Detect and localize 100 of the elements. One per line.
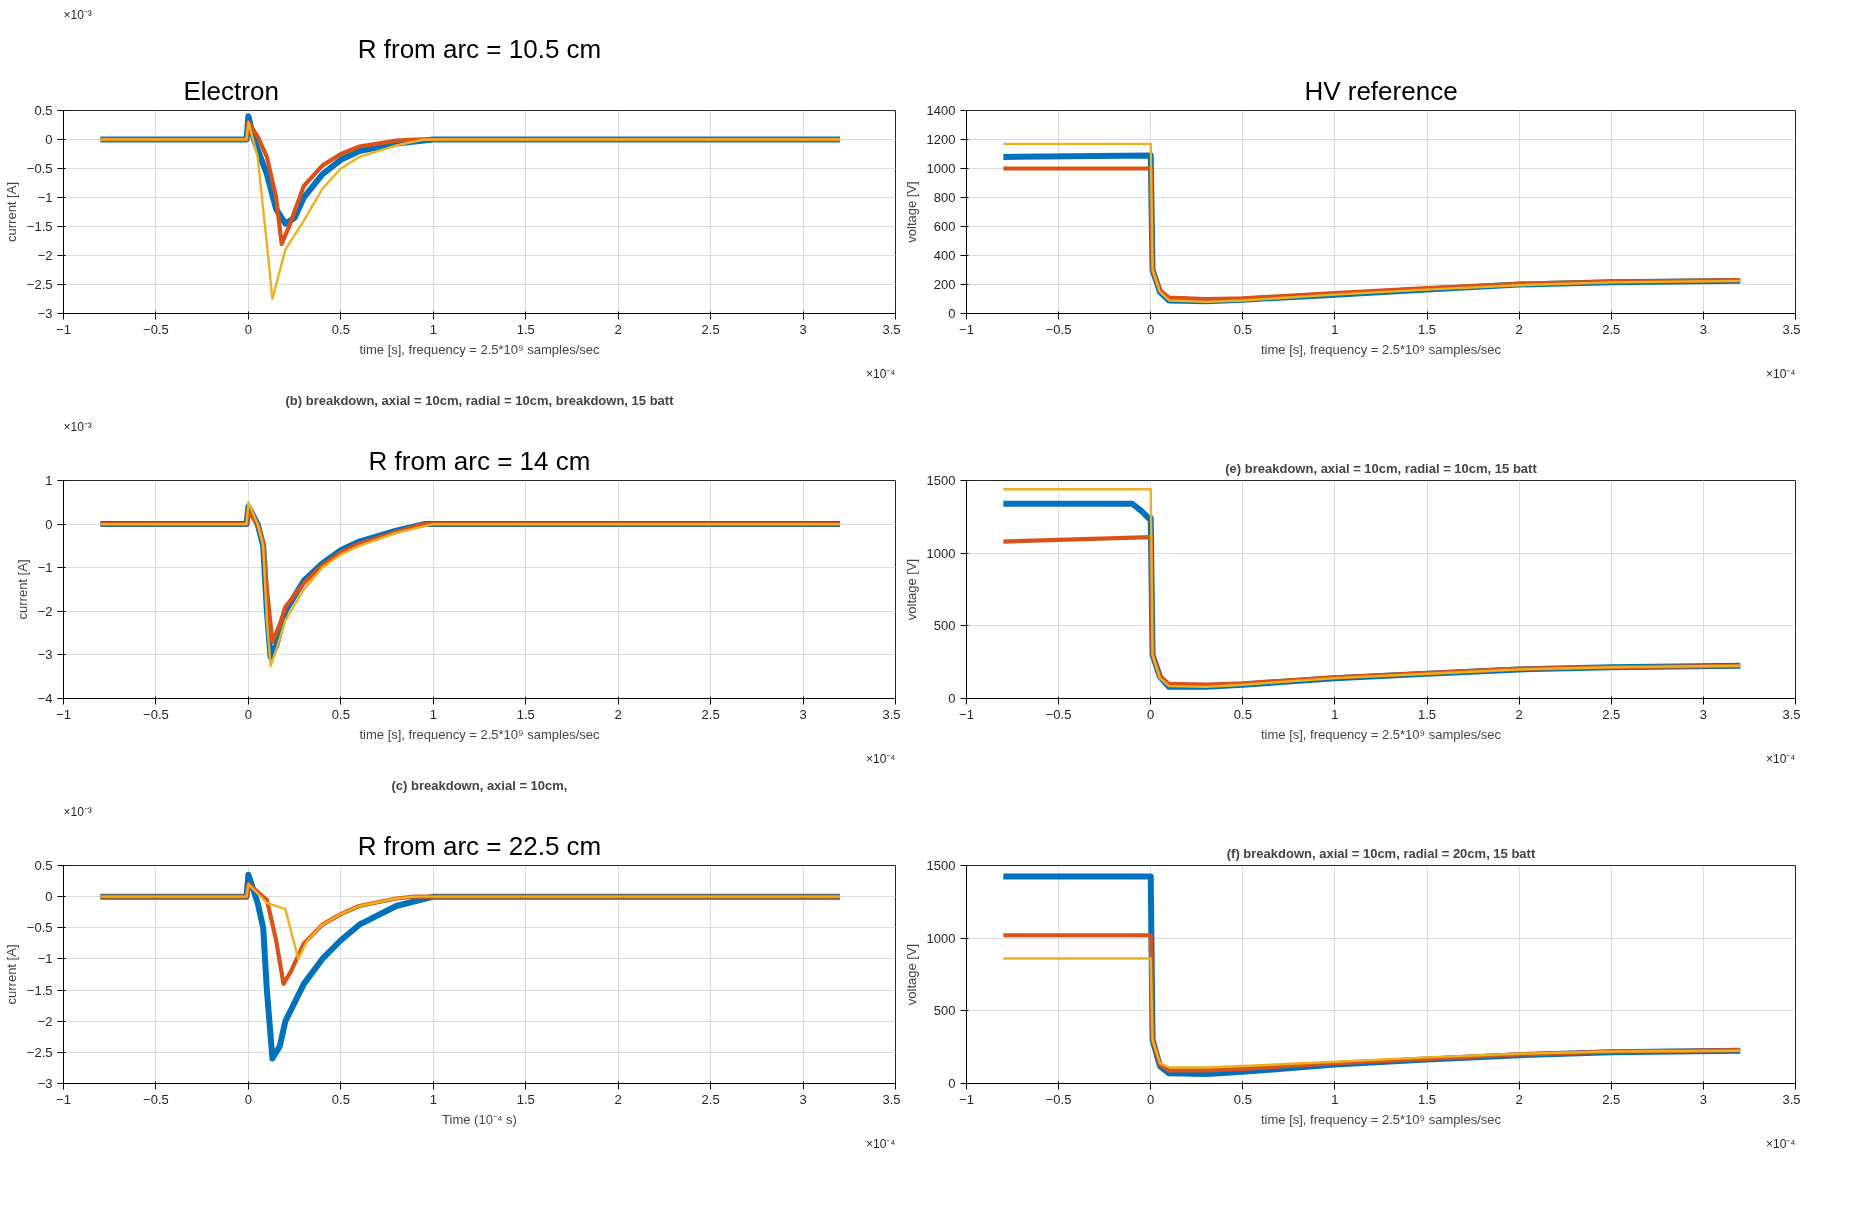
y-tick-label: −1: [37, 951, 53, 967]
x-tick-label: 3.5: [1782, 706, 1801, 722]
x-tick-label: 3.5: [882, 1091, 901, 1107]
x-axis-title: time [s], frequency = 2.5*10⁹ samples/sec: [1260, 726, 1502, 742]
y-axis-title: voltage [V]: [903, 181, 919, 243]
x-tick-label: 1: [429, 1091, 437, 1107]
y-tick-label: 500: [933, 1003, 956, 1019]
y-tick-label: 800: [933, 190, 956, 205]
y-tick-label: 1200: [926, 132, 956, 147]
text: ×10⁻⁴: [865, 751, 896, 766]
x-tick-label: −0.5: [1045, 706, 1072, 722]
x-tick-label: 0: [244, 706, 253, 722]
x-tick-label: 2.5: [701, 706, 720, 722]
y-tick-label: 1000: [926, 545, 956, 561]
y-tick-label: 200: [933, 277, 956, 292]
x-tick-label: 2.5: [701, 321, 720, 337]
text: R from arc = 22.5 cm: [357, 830, 602, 861]
x-tick-label: 3: [1699, 321, 1708, 337]
x-tick-label: −1: [56, 1091, 71, 1107]
x-tick-label: 1: [429, 706, 437, 722]
x-tick-label: 3: [799, 1091, 807, 1107]
x-tick-label: 3.5: [1782, 1091, 1801, 1107]
x-tick-label: 0: [244, 1091, 253, 1107]
y-tick-label: −0.5: [26, 161, 53, 176]
y-tick-label: −4: [37, 691, 53, 706]
x-tick-label: −1: [56, 706, 71, 722]
y-tick-label: 400: [933, 248, 956, 263]
x-tick-label: 2.5: [701, 1091, 720, 1107]
y-tick-label: −3: [37, 1076, 53, 1091]
y-axis-title: current [A]: [14, 559, 30, 620]
text: ×10⁻³: [63, 804, 92, 819]
x-tick-label: −0.5: [143, 1091, 169, 1107]
x-tick-label: 0.5: [331, 1091, 350, 1107]
y-tick-label: 1500: [926, 858, 956, 873]
x-axis-title: time [s], frequency = 2.5*10⁹ samples/sec: [1260, 341, 1502, 357]
x-tick-label: −1: [959, 706, 974, 722]
x-tick-label: 1: [429, 321, 437, 337]
chart-title: (e) breakdown, axial = 10cm, radial = 10cm, 15 batt: [1225, 460, 1538, 476]
y-tick-label: 1500: [926, 473, 956, 488]
text: HV reference: [1304, 75, 1458, 106]
x-tick-label: −0.5: [143, 321, 169, 337]
x-tick-label: 2: [1515, 706, 1523, 722]
y-tick-label: 0.5: [34, 858, 53, 873]
text: ×10⁻⁴: [865, 1136, 896, 1151]
x-tick-label: 2.5: [1602, 321, 1621, 337]
y-tick-label: 1: [45, 473, 53, 488]
x-tick-label: 0.5: [331, 706, 350, 722]
text: ×10⁻⁴: [1765, 366, 1796, 381]
y-tick-label: 1400: [926, 103, 956, 118]
x-tick-label: 1: [1331, 321, 1339, 337]
x-tick-label: 0: [244, 321, 253, 337]
x-tick-label: −1: [56, 321, 71, 337]
x-tick-label: 2: [1515, 321, 1523, 337]
y-tick-label: −2: [37, 1013, 53, 1029]
y-tick-label: 0: [948, 1076, 956, 1091]
text: ×10⁻⁴: [1765, 751, 1796, 766]
x-tick-label: 0.5: [1233, 1091, 1252, 1107]
x-tick-label: 1.5: [1418, 321, 1437, 337]
x-tick-label: 1: [1331, 706, 1339, 722]
y-tick-label: −2: [37, 248, 53, 263]
y-tick-label: 1000: [926, 930, 956, 946]
x-axis-title: time [s], frequency = 2.5*10⁹ samples/sec: [1260, 1111, 1502, 1127]
x-tick-label: 0.5: [1233, 706, 1252, 722]
y-tick-label: −3: [37, 306, 53, 321]
y-tick-label: 1000: [926, 161, 956, 176]
y-tick-label: −2.5: [26, 277, 53, 292]
y-tick-label: 0: [948, 691, 956, 706]
x-tick-label: 3: [799, 706, 807, 722]
text: Electron: [183, 75, 279, 106]
x-tick-label: 1.5: [1418, 1091, 1437, 1107]
x-tick-label: −0.5: [1045, 1091, 1072, 1107]
x-axis-title: Time (10⁻⁴ s): [442, 1111, 517, 1127]
x-tick-label: 3.5: [882, 706, 901, 722]
x-tick-label: 2.5: [1602, 706, 1621, 722]
text: R from arc = 10.5 cm: [357, 33, 602, 64]
y-tick-label: −1.5: [26, 982, 53, 998]
x-tick-label: 1.5: [516, 706, 535, 722]
y-tick-label: 600: [933, 219, 956, 234]
x-tick-label: 2: [614, 706, 622, 722]
x-tick-label: −1: [959, 321, 974, 337]
x-tick-label: 0: [1147, 1091, 1155, 1107]
chart-title: (c) breakdown, axial = 10cm,: [391, 777, 568, 793]
text: ×10⁻³: [63, 7, 92, 22]
y-tick-label: −1: [37, 560, 53, 576]
x-tick-label: 1.5: [516, 321, 535, 337]
x-axis-title: time [s], frequency = 2.5*10⁹ samples/sec: [359, 341, 601, 357]
x-tick-label: 3: [799, 321, 807, 337]
y-tick-label: 0: [45, 516, 53, 532]
x-tick-label: 0: [1147, 706, 1155, 722]
text: ×10⁻⁴: [865, 366, 896, 381]
y-tick-label: −1.5: [26, 219, 53, 234]
text: R from arc = 14 cm: [368, 445, 591, 476]
y-tick-label: 500: [933, 618, 956, 634]
chart-title: (b) breakdown, axial = 10cm, radial = 10cm, breakdown, 15 batt: [285, 392, 675, 408]
y-axis-title: current [A]: [3, 944, 19, 1005]
y-axis-title: current [A]: [3, 182, 19, 242]
x-tick-label: 2: [1515, 1091, 1523, 1107]
text: ×10⁻³: [63, 419, 92, 434]
x-tick-label: −0.5: [143, 706, 169, 722]
y-tick-label: −0.5: [26, 920, 53, 936]
